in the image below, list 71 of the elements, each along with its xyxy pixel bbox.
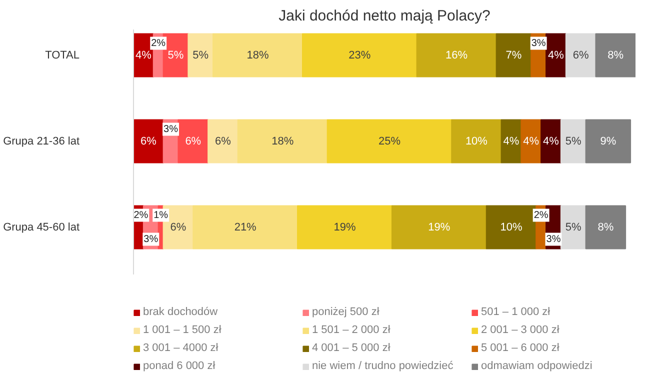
bar — [188, 33, 214, 78]
data-label: 3% — [531, 38, 546, 49]
data-label: 6% — [140, 135, 157, 148]
data-label: 25% — [378, 135, 401, 148]
legend-label: odmawiam odpowiedzi — [481, 359, 594, 373]
data-label: 4% — [543, 135, 560, 148]
data-label: 3% — [144, 234, 158, 245]
bar — [297, 205, 392, 250]
data-label: 6% — [572, 49, 589, 62]
data-label: 6% — [170, 221, 186, 234]
legend-label: brak dochodów — [143, 305, 219, 319]
data-label: 10% — [465, 135, 488, 148]
legend-label: 5 001 – 6 000 zł — [481, 341, 560, 355]
bar — [585, 205, 626, 250]
bar — [585, 119, 632, 164]
data-label: 5% — [168, 49, 184, 62]
bar — [192, 205, 298, 250]
data-label: 10% — [500, 221, 522, 234]
data-label: 16% — [446, 49, 468, 62]
legend-label: nie wiem / trudno powiedzieć — [312, 359, 454, 373]
y-tick-label: Grupa 21-36 lat — [3, 135, 80, 148]
data-label: 3% — [164, 124, 178, 135]
data-label: 2% — [151, 38, 166, 49]
bar — [496, 33, 532, 78]
bar — [560, 119, 586, 164]
bar — [416, 33, 497, 78]
data-label: 8% — [608, 49, 624, 62]
y-tick-label: TOTAL — [45, 49, 80, 62]
legend-label: 2 001 – 3 000 zł — [481, 323, 560, 337]
legend-label: ponad 6 000 zł — [143, 359, 216, 373]
data-label: 6% — [185, 135, 202, 148]
data-label: 19% — [428, 221, 450, 234]
legend-label: poniżej 500 zł — [312, 305, 380, 319]
data-label: 4% — [523, 135, 540, 148]
data-label: 5% — [192, 49, 209, 62]
y-tick-label: Grupa 45-60 lat — [3, 221, 80, 234]
data-label: 5% — [565, 135, 582, 148]
data-label: 19% — [334, 221, 356, 234]
data-label: 1% — [154, 210, 168, 221]
bar — [237, 119, 328, 164]
bar — [212, 33, 303, 78]
chart-title: Jaki dochód netto mają Polacy? — [278, 8, 490, 24]
legend-label: 3 001 – 4000 zł — [143, 341, 220, 355]
legend-label: 1 001 – 1 500 zł — [143, 323, 222, 337]
data-label: 4% — [135, 49, 152, 62]
data-label: 7% — [506, 49, 522, 62]
data-label: 23% — [348, 49, 371, 62]
bar — [134, 119, 164, 164]
data-label: 21% — [234, 221, 257, 234]
bar — [451, 119, 502, 164]
bar — [302, 33, 418, 78]
bar — [208, 119, 238, 164]
legend-label: 4 001 – 5 000 zł — [312, 341, 392, 355]
bar — [178, 119, 209, 164]
data-label: 6% — [215, 135, 232, 148]
bar — [565, 33, 596, 78]
data-label: 18% — [272, 135, 294, 148]
data-label: 5% — [565, 221, 582, 234]
data-label: 18% — [246, 49, 269, 62]
data-label: 3% — [546, 234, 561, 245]
data-label: 9% — [600, 135, 616, 148]
legend-label: 1 501 – 2 000 zł — [312, 323, 392, 337]
data-label: 4% — [503, 135, 520, 148]
bar — [595, 33, 636, 78]
bar — [326, 119, 452, 164]
bar — [391, 205, 487, 250]
data-label: 8% — [598, 221, 614, 234]
data-label: 4% — [548, 49, 564, 62]
data-label: 2% — [134, 210, 148, 221]
data-label: 2% — [534, 210, 548, 221]
legend-label: 501 – 1 000 zł — [481, 305, 552, 319]
